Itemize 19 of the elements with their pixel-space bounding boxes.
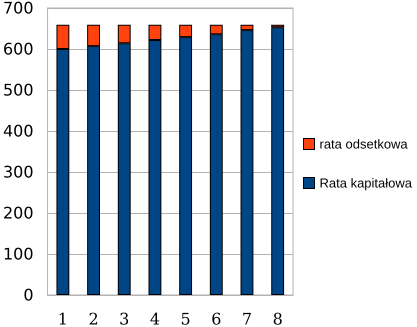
legend-label: Rata kapitałowa (320, 176, 413, 190)
y-tick-label: 700 (2, 0, 34, 18)
y-tick-label: 300 (2, 162, 34, 182)
y-tick-label: 0 (23, 286, 34, 304)
x-tick-label: 4 (150, 310, 160, 327)
x-tick-label: 2 (88, 310, 99, 327)
y-tick-label: 400 (2, 122, 34, 140)
y-tick-label: 100 (2, 244, 34, 264)
x-tick-label: 8 (272, 310, 283, 327)
y-tick-label: 200 (2, 204, 34, 222)
x-tick-label: 7 (242, 310, 252, 327)
x-tick-label: 1 (58, 310, 68, 327)
x-tick-label: 5 (180, 310, 191, 327)
y-tick-label: 600 (2, 40, 34, 58)
x-tick-label: 6 (211, 310, 222, 327)
x-tick-label: 3 (119, 310, 130, 327)
y-tick-label: 500 (2, 80, 34, 100)
legend-label: rata odsetkowa (320, 136, 408, 152)
bar (271, 27, 284, 295)
